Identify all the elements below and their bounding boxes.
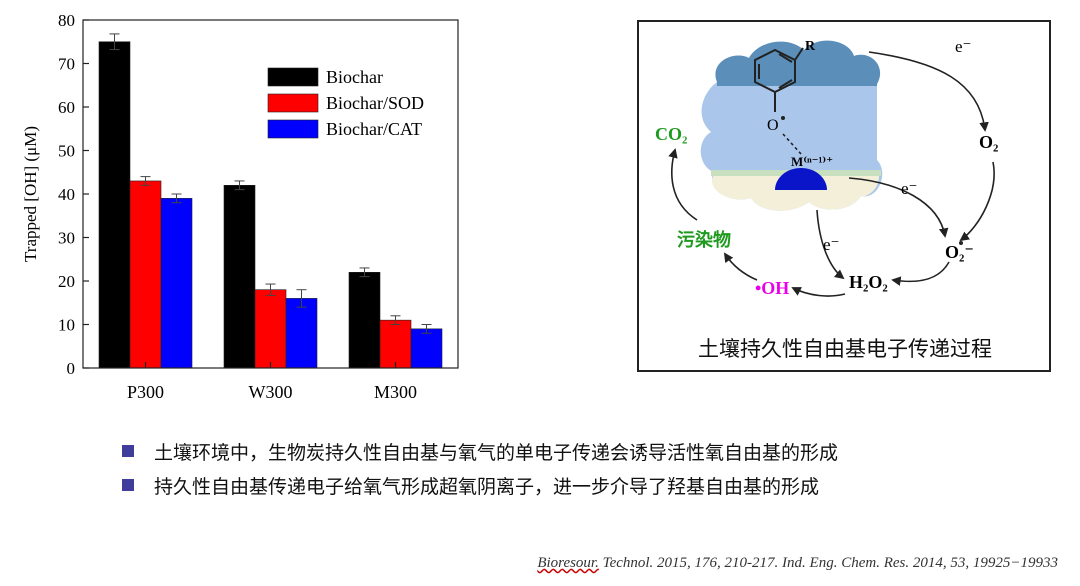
bullet-list: 土壤环境中，生物炭持久性自由基与氧气的单电子传递会诱导活性氧自由基的形成 持久性… [122, 434, 838, 502]
radical-dot [781, 116, 785, 120]
y-axis-label: Trapped [OH] (μM) [21, 126, 40, 262]
bar [379, 319, 412, 369]
citation-journal: Bioresour. [537, 555, 599, 571]
bar [223, 185, 256, 369]
bar [285, 298, 318, 369]
legend-label: Biochar [326, 67, 383, 87]
bar [348, 271, 381, 369]
superoxide-dot [959, 241, 963, 245]
x-tick-label: P300 [127, 382, 164, 402]
o2-label: O₂ [979, 132, 998, 152]
hydroxyl-radical-label: •OH [755, 278, 789, 298]
bullet-item: 持久性自由基传递电子给氧气形成超氧阴离子，进一步介导了羟基自由基的形成 [122, 468, 838, 502]
metal-site [775, 168, 827, 190]
arrow-superoxide-to-h2o2 [891, 261, 950, 286]
arrow-oh-to-pollutant [723, 252, 758, 281]
h2o2-label: H₂O₂ [849, 272, 888, 292]
bar [254, 289, 287, 369]
chart-svg: 0 10 20 30 40 50 60 70 80 P300 W300 M300 Trapped [O… [21, 11, 459, 402]
legend-label: Biochar/CAT [326, 119, 422, 139]
bar [410, 328, 443, 369]
electron-transfer-diagram: R O M⁽ⁿ⁻¹⁾⁺ e⁻ O₂ e⁻ O₂⁻ e⁻ H₂O₂ •OH 污染物… [637, 20, 1051, 372]
y-tick-label: 30 [58, 229, 75, 248]
arrow-pollutant-to-co2 [668, 148, 698, 221]
superoxide-label: O₂⁻ [945, 242, 974, 262]
bullet-square-icon [122, 479, 134, 491]
arrow-biochar-to-h2o2 [816, 209, 845, 280]
electron-label-1: e⁻ [955, 37, 972, 56]
legend-swatch [267, 93, 319, 113]
y-tick-label: 40 [58, 185, 75, 204]
bullet-item: 土壤环境中，生物炭持久性自由基与氧气的单电子传递会诱导活性氧自由基的形成 [122, 434, 838, 468]
y-tick-label: 50 [58, 142, 75, 161]
bar [160, 198, 193, 369]
x-tick-label: W300 [249, 382, 293, 402]
co2-label: CO₂ [655, 124, 687, 144]
legend-label: Biochar/SOD [326, 93, 424, 113]
y-tick-label: 10 [58, 316, 75, 335]
bullet-square-icon [122, 445, 134, 457]
legend-swatch [267, 119, 319, 139]
citation-rest: Technol. 2015, 176, 210-217. Ind. Eng. C… [598, 555, 1058, 571]
arrow-h2o2-to-oh [791, 287, 846, 297]
diagram-caption: 土壤持久性自由基电子传递过程 [698, 337, 992, 361]
arrow-o2-to-superoxide [959, 161, 995, 242]
bullet-text: 土壤环境中，生物炭持久性自由基与氧气的单电子传递会诱导活性氧自由基的形成 [154, 442, 839, 464]
phenoxyl-ring [754, 47, 804, 112]
arrow-metal-to-superoxide [848, 177, 949, 238]
coordination-bond [782, 133, 802, 155]
legend-swatch [267, 67, 319, 87]
biochar-particle [700, 40, 883, 211]
y-tick-label: 80 [58, 11, 75, 30]
bullet-text: 持久性自由基传递电子给氧气形成超氧阴离子，进一步介导了羟基自由基的形成 [154, 476, 820, 498]
arrow-to-o2 [868, 51, 989, 132]
electron-label-2: e⁻ [901, 179, 918, 198]
r-group-label: R [805, 39, 816, 54]
chart-legend: Biochar Biochar/SOD Biochar/CAT [267, 67, 424, 139]
bar [129, 180, 162, 369]
citation: Bioresour. Technol. 2015, 176, 210-217. … [537, 555, 1058, 572]
metal-label: M⁽ⁿ⁻¹⁾⁺ [791, 154, 833, 169]
bar [98, 41, 131, 369]
x-tick-label: M300 [374, 382, 417, 402]
y-tick-label: 70 [58, 55, 75, 74]
y-tick-label: 60 [58, 98, 75, 117]
bar-chart: 0 10 20 30 40 50 60 70 80 P300 W300 M300 Trapped [O… [0, 0, 470, 412]
y-tick-label: 0 [67, 359, 76, 378]
y-tick-label: 20 [58, 272, 75, 291]
pollutant-label: 污染物 [677, 229, 731, 251]
electron-label-3: e⁻ [823, 235, 840, 254]
diagram-svg: R O M⁽ⁿ⁻¹⁾⁺ e⁻ O₂ e⁻ O₂⁻ e⁻ H₂O₂ •OH 污染物… [655, 37, 998, 361]
oxygen-label: O [767, 117, 779, 134]
